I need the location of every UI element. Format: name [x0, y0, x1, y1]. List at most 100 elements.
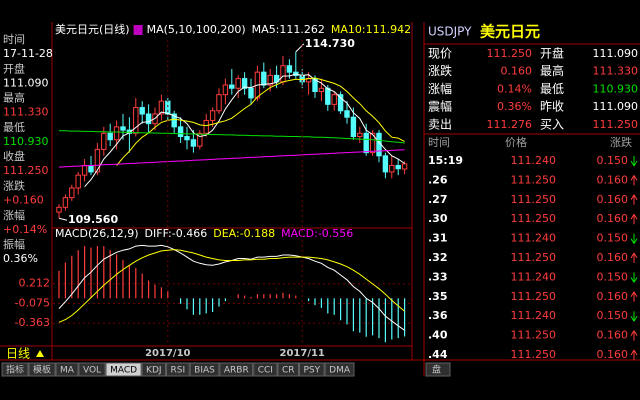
tick-change: 0.160	[597, 290, 629, 303]
tick-time: .27	[428, 193, 448, 206]
tick-change: 0.160	[597, 193, 629, 206]
tick-change: 0.160	[597, 348, 629, 361]
tab[interactable]	[1, 362, 29, 377]
candle-body	[280, 65, 286, 83]
info-value: 111.330	[3, 106, 49, 119]
candle-body	[401, 163, 408, 170]
tab[interactable]	[105, 362, 142, 377]
tab-label[interactable]: CR	[282, 366, 295, 376]
candle-body	[88, 164, 94, 173]
tick-arrow	[630, 252, 638, 263]
tick-arrow	[630, 272, 638, 283]
macd-line	[58, 249, 405, 323]
tab[interactable]	[141, 362, 167, 377]
candle-body	[241, 78, 248, 89]
tick-time: .30	[428, 212, 448, 225]
tick-time: .40	[428, 329, 448, 342]
candle-body	[261, 71, 267, 86]
tab[interactable]	[28, 362, 56, 377]
info-value: +0.160	[3, 194, 44, 207]
x-tick-label: 2017/10	[145, 348, 190, 359]
tab-label[interactable]: 盘	[432, 364, 441, 376]
y-tick-label: 0.212	[19, 277, 51, 290]
y-tick-label: -0.075	[15, 296, 50, 309]
tick-arrow	[630, 194, 638, 205]
tab[interactable]	[253, 362, 278, 377]
tab[interactable]	[425, 362, 451, 377]
annotation: 114.730	[305, 37, 355, 50]
tick-price: 111.250	[511, 329, 557, 342]
tab[interactable]	[324, 362, 355, 377]
candle-body	[197, 132, 203, 147]
tab[interactable]	[277, 362, 299, 377]
tick-arrow	[630, 311, 638, 322]
info-label: 涨跌	[3, 179, 25, 193]
candle-body	[229, 84, 235, 89]
ma-icon	[133, 25, 143, 35]
tick-time: 15:19	[428, 154, 463, 167]
ma-line	[116, 77, 405, 166]
tick-change: 0.150	[597, 309, 629, 322]
legend-text: MA(5,10,100,200)	[147, 23, 246, 36]
tick-arrow	[630, 156, 638, 167]
tab-label[interactable]: 指标	[6, 364, 24, 376]
candle-body	[363, 132, 369, 154]
info-value: 0.36%	[3, 252, 38, 265]
tab-label[interactable]: 模板	[33, 364, 51, 376]
legend-text: MA10:111.942	[331, 23, 411, 36]
candle-body	[350, 116, 357, 138]
x-tick-label: 2017/11	[279, 348, 324, 359]
candle-body	[325, 87, 331, 105]
tab-label[interactable]: DMA	[329, 366, 351, 376]
candle-body	[69, 187, 75, 199]
info-value: +0.14%	[3, 223, 47, 236]
tab[interactable]	[299, 362, 325, 377]
tab-label[interactable]: ARBR	[224, 366, 249, 376]
tab-label[interactable]: PSY	[304, 366, 321, 376]
candle-body	[216, 94, 222, 112]
tab-label[interactable]: VOL	[83, 366, 101, 376]
info-value: 111.090	[3, 76, 49, 89]
candle-body	[190, 139, 197, 147]
legend-text: DIFF:-0.466	[145, 227, 208, 240]
tab[interactable]	[55, 362, 79, 377]
tab[interactable]	[78, 362, 106, 377]
tab[interactable]	[219, 362, 254, 377]
tick-change: 0.160	[597, 251, 629, 264]
quote-value: 111.090	[593, 100, 639, 113]
quote-value: 111.250	[487, 47, 533, 60]
tick-arrow	[630, 291, 638, 302]
quote-symbol: USDJPY	[428, 25, 472, 39]
tab-label[interactable]: MA	[60, 366, 75, 376]
candle-body	[235, 78, 241, 89]
tick-time: .26	[428, 173, 448, 186]
tab-label[interactable]: CCI	[258, 366, 273, 376]
tab-label[interactable]: KDJ	[146, 366, 162, 376]
tab[interactable]	[189, 362, 220, 377]
candle-body	[203, 119, 209, 134]
candle-body	[94, 148, 101, 173]
candle-body	[139, 107, 145, 115]
candle-body	[209, 110, 216, 121]
y-tick-label: -0.363	[15, 316, 50, 329]
tick-change: 0.150	[597, 232, 629, 245]
tick-price: 111.250	[511, 290, 557, 303]
tick-time: .33	[428, 270, 448, 283]
legend-text: MACD(26,12,9)	[55, 227, 139, 240]
tick-time: .36	[428, 309, 448, 322]
candle-body	[312, 78, 318, 92]
quote-value: 111.330	[593, 65, 639, 78]
tab-label[interactable]: BIAS	[194, 366, 215, 376]
quote-label: 震幅	[428, 99, 452, 114]
candle-body	[62, 197, 69, 208]
tab-label[interactable]: MACD	[110, 366, 137, 376]
tab-label[interactable]: RSI	[171, 366, 186, 376]
candle-body	[331, 94, 337, 105]
tick-price: 111.240	[511, 154, 557, 167]
tab[interactable]	[166, 362, 190, 377]
tick-price: 111.250	[511, 212, 557, 225]
tick-price: 111.240	[511, 270, 557, 283]
ma-line	[84, 73, 405, 188]
tick-arrow	[630, 233, 638, 244]
candle-body	[382, 155, 389, 173]
